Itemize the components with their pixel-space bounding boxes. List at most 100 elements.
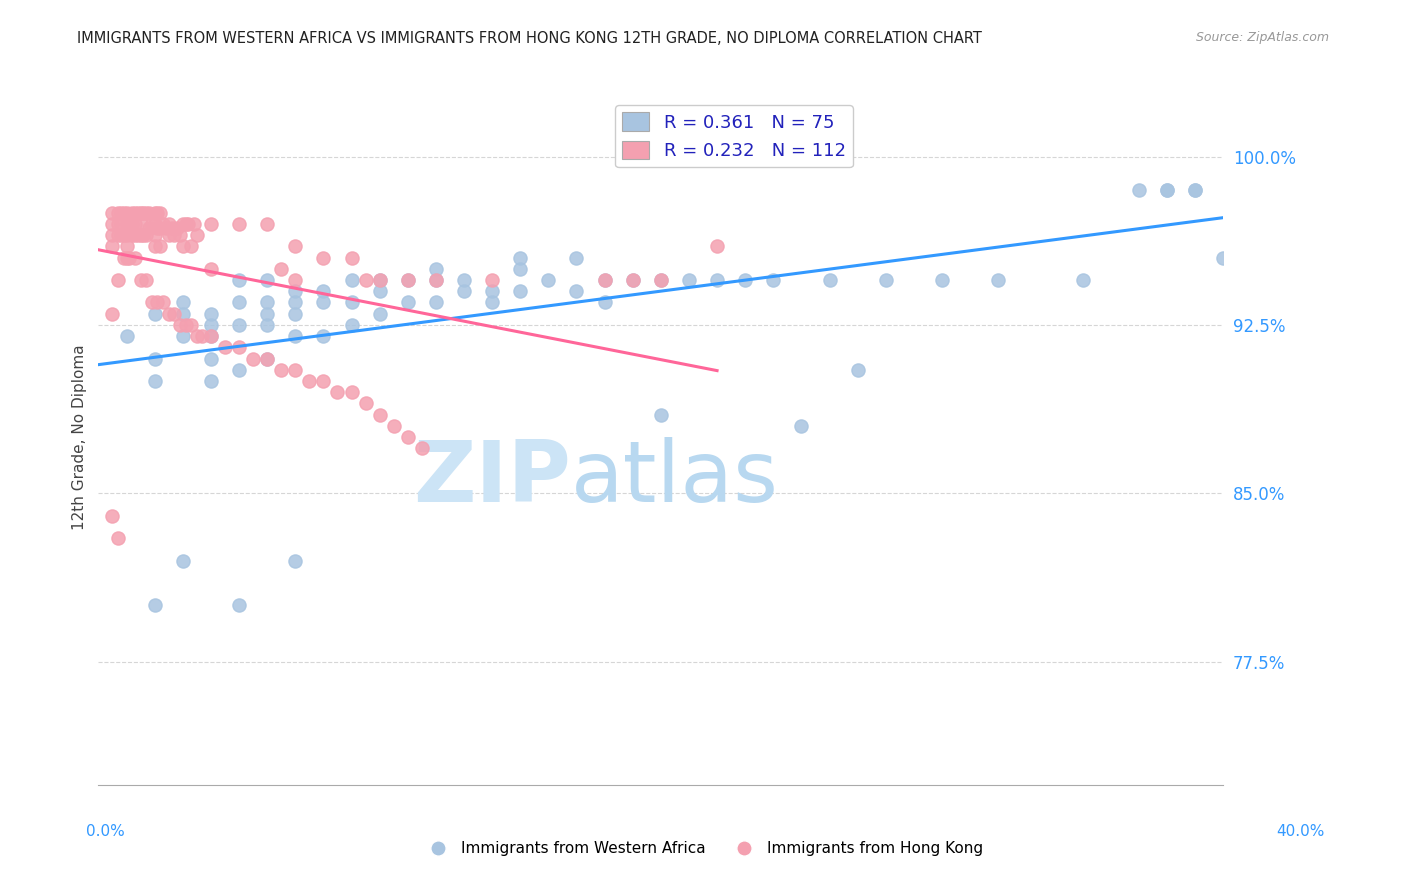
Point <box>200 217 222 231</box>
Point <box>481 295 503 310</box>
Point <box>790 418 813 433</box>
Point <box>177 217 200 231</box>
Point <box>143 374 166 388</box>
Point <box>121 217 143 231</box>
Point <box>132 228 155 243</box>
Point <box>396 273 419 287</box>
Point <box>312 374 335 388</box>
Legend: Immigrants from Western Africa, Immigrants from Hong Kong: Immigrants from Western Africa, Immigran… <box>416 835 990 862</box>
Point <box>143 307 166 321</box>
Point <box>200 329 222 343</box>
Point <box>354 396 377 410</box>
Point <box>200 374 222 388</box>
Point <box>481 273 503 287</box>
Point <box>124 217 146 231</box>
Point <box>593 295 616 310</box>
Point <box>875 273 897 287</box>
Point <box>127 228 149 243</box>
Point <box>166 221 188 235</box>
Point <box>169 318 191 332</box>
Point <box>312 329 335 343</box>
Point <box>312 284 335 298</box>
Point <box>200 307 222 321</box>
Point <box>115 217 138 231</box>
Point <box>155 221 177 235</box>
Point <box>1212 251 1234 265</box>
Point <box>228 217 250 231</box>
Point <box>172 239 194 253</box>
Point <box>107 228 129 243</box>
Point <box>818 273 841 287</box>
Point <box>163 228 186 243</box>
Point <box>141 217 163 231</box>
Point <box>115 228 138 243</box>
Text: 40.0%: 40.0% <box>1277 824 1324 838</box>
Point <box>186 329 208 343</box>
Point <box>143 228 166 243</box>
Point <box>340 295 363 310</box>
Point <box>121 205 143 219</box>
Point <box>396 273 419 287</box>
Point <box>101 205 124 219</box>
Text: ZIP: ZIP <box>413 437 571 520</box>
Point <box>284 295 307 310</box>
Point <box>228 273 250 287</box>
Point <box>284 284 307 298</box>
Text: 0.0%: 0.0% <box>86 824 125 838</box>
Point <box>110 205 132 219</box>
Point <box>127 205 149 219</box>
Legend: R = 0.361   N = 75, R = 0.232   N = 112: R = 0.361 N = 75, R = 0.232 N = 112 <box>614 105 853 168</box>
Point <box>256 351 278 366</box>
Point <box>256 217 278 231</box>
Point <box>112 228 135 243</box>
Point <box>621 273 644 287</box>
Point <box>411 442 433 456</box>
Point <box>110 228 132 243</box>
Point <box>200 351 222 366</box>
Point <box>650 273 672 287</box>
Point <box>110 217 132 231</box>
Point <box>101 217 124 231</box>
Point <box>115 205 138 219</box>
Point <box>340 318 363 332</box>
Point <box>593 273 616 287</box>
Point <box>453 284 475 298</box>
Point <box>200 318 222 332</box>
Point <box>101 508 124 523</box>
Point <box>135 273 157 287</box>
Point <box>284 329 307 343</box>
Point <box>101 228 124 243</box>
Point <box>115 239 138 253</box>
Point <box>107 205 129 219</box>
Point <box>509 284 531 298</box>
Point <box>368 284 391 298</box>
Point <box>143 239 166 253</box>
Point <box>228 295 250 310</box>
Point <box>160 221 183 235</box>
Point <box>138 205 160 219</box>
Point <box>706 239 728 253</box>
Point <box>121 228 143 243</box>
Point <box>143 217 166 231</box>
Point <box>1156 183 1178 197</box>
Point <box>1184 183 1206 197</box>
Point <box>284 363 307 377</box>
Point <box>987 273 1010 287</box>
Point <box>256 295 278 310</box>
Point <box>132 205 155 219</box>
Point <box>326 385 349 400</box>
Point <box>115 251 138 265</box>
Point <box>101 307 124 321</box>
Point <box>284 273 307 287</box>
Point <box>143 351 166 366</box>
Point <box>107 531 129 545</box>
Point <box>425 273 447 287</box>
Point <box>931 273 953 287</box>
Point <box>149 205 172 219</box>
Point <box>354 273 377 287</box>
Point <box>112 205 135 219</box>
Point <box>1184 183 1206 197</box>
Point <box>138 221 160 235</box>
Point <box>143 599 166 613</box>
Point <box>298 374 321 388</box>
